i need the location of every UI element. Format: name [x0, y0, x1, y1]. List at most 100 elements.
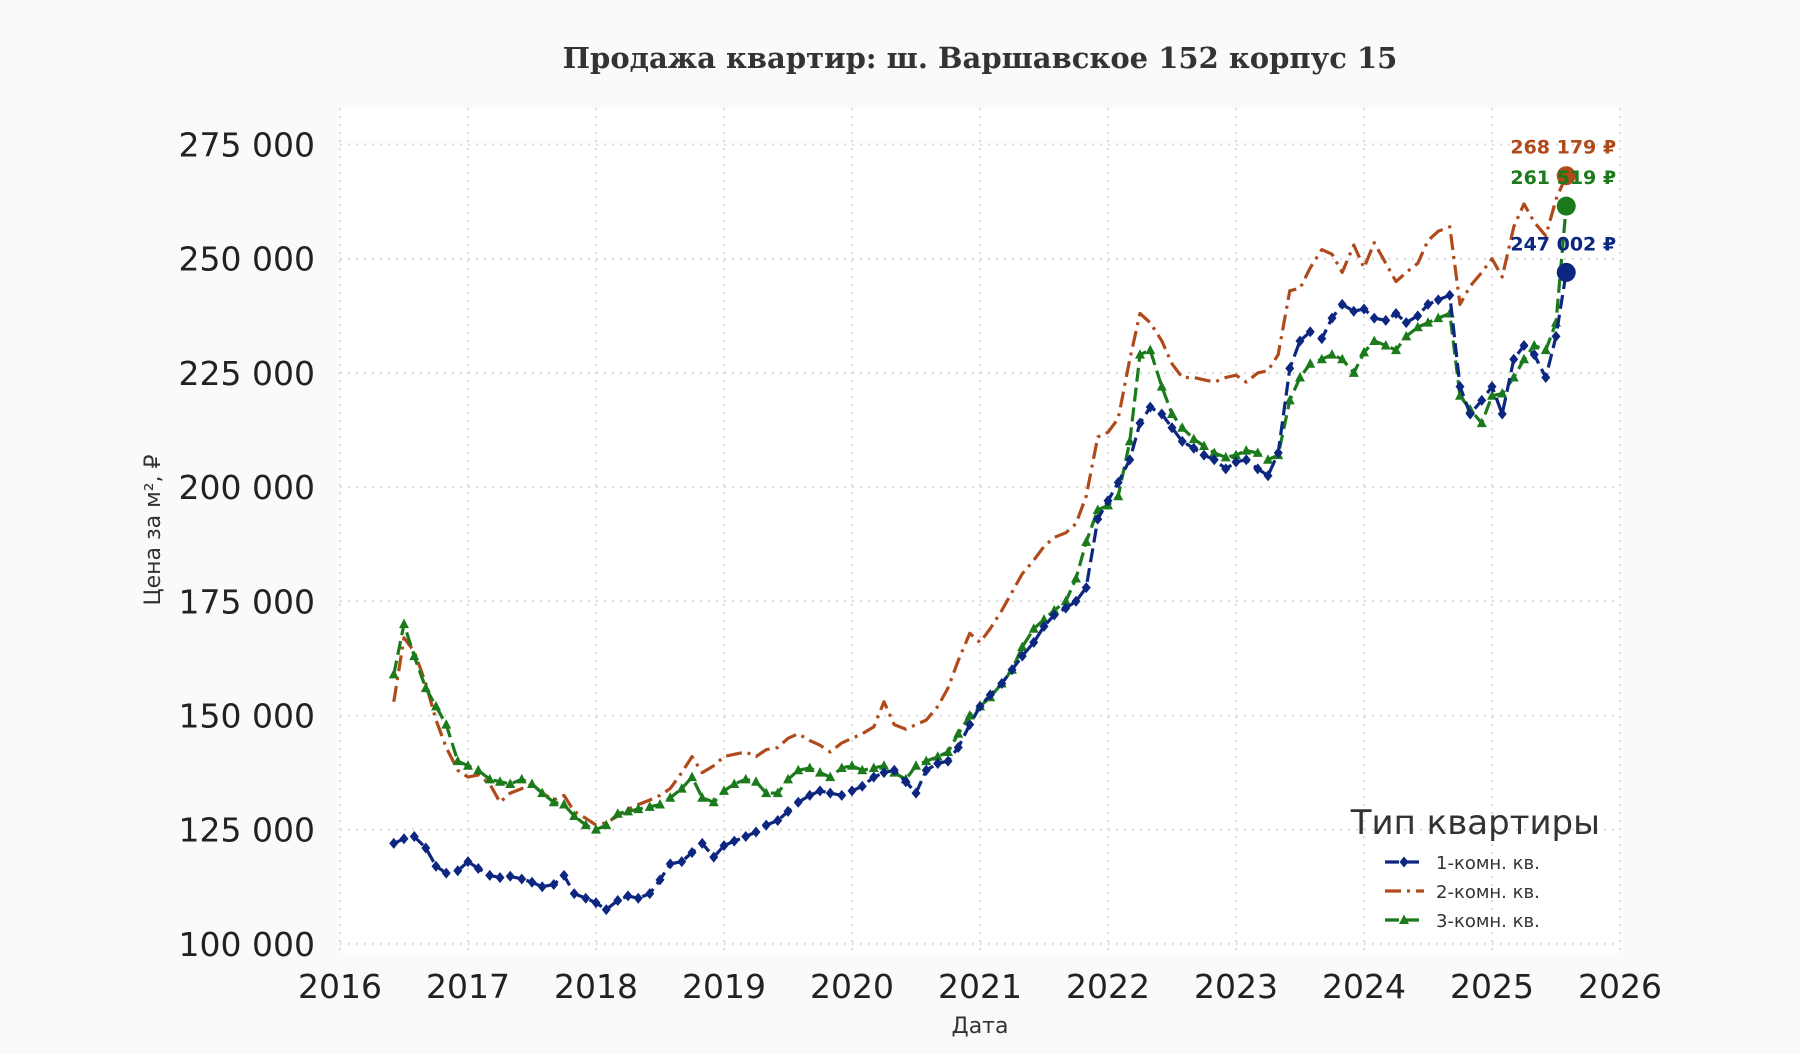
- series-3-point: [1167, 408, 1177, 419]
- series-3-point: [388, 668, 399, 679]
- series-3-point: [1305, 358, 1316, 368]
- legend-title: Тип квартиры: [1350, 803, 1600, 843]
- series-3-point: [836, 762, 847, 773]
- series-3-point: [1017, 641, 1028, 651]
- series-3-point: [527, 778, 537, 788]
- value-annotation-1: 268 179 ₽: [1510, 137, 1616, 159]
- x-tick-label: 2023: [1194, 967, 1278, 1006]
- series-3-point: [1177, 422, 1188, 432]
- series-1-point: [1551, 330, 1561, 342]
- series-1-point: [1295, 335, 1305, 347]
- series-3-point: [729, 778, 740, 788]
- series-1-point: [1349, 305, 1359, 317]
- legend-label: 1-комн. кв.: [1436, 853, 1540, 874]
- series-1-point: [421, 842, 431, 854]
- series-1-point: [1177, 435, 1187, 447]
- series-line-2: [392, 175, 1568, 827]
- series-3-point: [516, 773, 527, 784]
- series-1-point: [389, 837, 399, 849]
- legend-entry-1: 1-комн. кв.: [1385, 853, 1540, 874]
- y-tick-label: 225 000: [179, 354, 315, 393]
- series-1-point: [1327, 312, 1337, 324]
- series-1-point: [1029, 636, 1039, 648]
- series-3-point: [1188, 433, 1199, 444]
- series-3-point: [495, 776, 505, 786]
- series-1-point: [1337, 298, 1347, 310]
- series-1-point: [549, 878, 559, 890]
- series-1-point: [1039, 620, 1049, 632]
- series-3-point: [943, 746, 953, 757]
- series-1-point: [1519, 340, 1529, 352]
- series-1-point: [441, 867, 451, 879]
- series-1-point: [889, 764, 899, 776]
- legend-entry-3: 3-комн. кв.: [1385, 911, 1540, 932]
- series-1-point: [1081, 582, 1091, 594]
- y-tick-label: 100 000: [179, 925, 315, 964]
- series-1-point: [505, 870, 515, 882]
- series-1-point: [921, 764, 931, 776]
- series-1-point: [1167, 422, 1177, 434]
- series-3-point: [1455, 390, 1465, 400]
- series-3-point: [1124, 435, 1135, 446]
- series-3-point: [815, 767, 825, 777]
- series-1-point: [1007, 664, 1017, 676]
- series-3-point: [857, 764, 868, 775]
- series-1-point: [591, 897, 601, 909]
- series-3-point: [879, 760, 889, 770]
- series-3-point: [601, 819, 612, 830]
- series-1-point: [1189, 442, 1199, 454]
- series-1-point: [1049, 609, 1059, 621]
- series-3-point: [1519, 353, 1529, 364]
- series-3-point: [687, 771, 697, 782]
- series-3-point: [1220, 451, 1231, 462]
- series-1-point: [453, 865, 463, 877]
- series-1-point: [1103, 495, 1113, 507]
- series-1-point: [741, 831, 751, 843]
- series-3-point: [484, 773, 495, 784]
- series-1-point: [1263, 470, 1273, 482]
- series-3-point: [1081, 536, 1092, 546]
- series-1-point: [805, 789, 815, 801]
- series-3-point: [1401, 330, 1412, 341]
- series-layer: [388, 175, 1572, 916]
- series-3-point: [644, 801, 655, 811]
- legend-entry-2: 2-комн. кв.: [1385, 882, 1540, 903]
- series-3-point: [399, 618, 409, 629]
- series-3-point: [1231, 449, 1241, 460]
- series-3-point: [1327, 349, 1337, 359]
- series-2: [392, 175, 1568, 827]
- series-3-point: [1369, 335, 1380, 345]
- series-1-point: [633, 892, 643, 904]
- series-3-point: [1252, 447, 1263, 457]
- value-annotation-3: 247 002 ₽: [1510, 233, 1616, 255]
- series-3-point: [1071, 572, 1081, 583]
- series-1-point: [655, 874, 665, 886]
- x-tick-label: 2026: [1578, 967, 1662, 1006]
- series-3-point: [633, 803, 644, 814]
- series-1-point: [943, 755, 953, 767]
- series-3-point: [793, 764, 804, 775]
- series-1-point: [399, 833, 409, 845]
- series-3-point: [868, 762, 879, 773]
- end-markers-layer: [1556, 166, 1576, 282]
- series-1-point: [1317, 333, 1327, 345]
- series-1-point: [1061, 602, 1071, 614]
- x-tick-label: 2022: [1066, 967, 1150, 1006]
- legend: Тип квартиры 1-комн. кв. 2-комн. кв. 3-ком…: [1350, 803, 1600, 932]
- series-1-point: [1145, 401, 1155, 413]
- series-3-point: [1060, 595, 1071, 606]
- series-1-point: [1381, 314, 1391, 326]
- series-1-point: [857, 780, 867, 792]
- series-1-point: [1413, 310, 1423, 322]
- series-3-point: [1039, 614, 1049, 624]
- series-3-point: [569, 810, 580, 820]
- series-1-point: [1125, 454, 1135, 466]
- series-3-point: [1380, 340, 1391, 350]
- series-3-point: [1412, 321, 1423, 332]
- annotations-layer: 268 179 ₽ 261 519 ₽ 247 002 ₽: [1510, 137, 1616, 256]
- series-3-point: [1113, 490, 1124, 501]
- series-1-point: [1157, 408, 1167, 420]
- series-1-point: [997, 678, 1007, 690]
- series-1-point: [933, 757, 943, 769]
